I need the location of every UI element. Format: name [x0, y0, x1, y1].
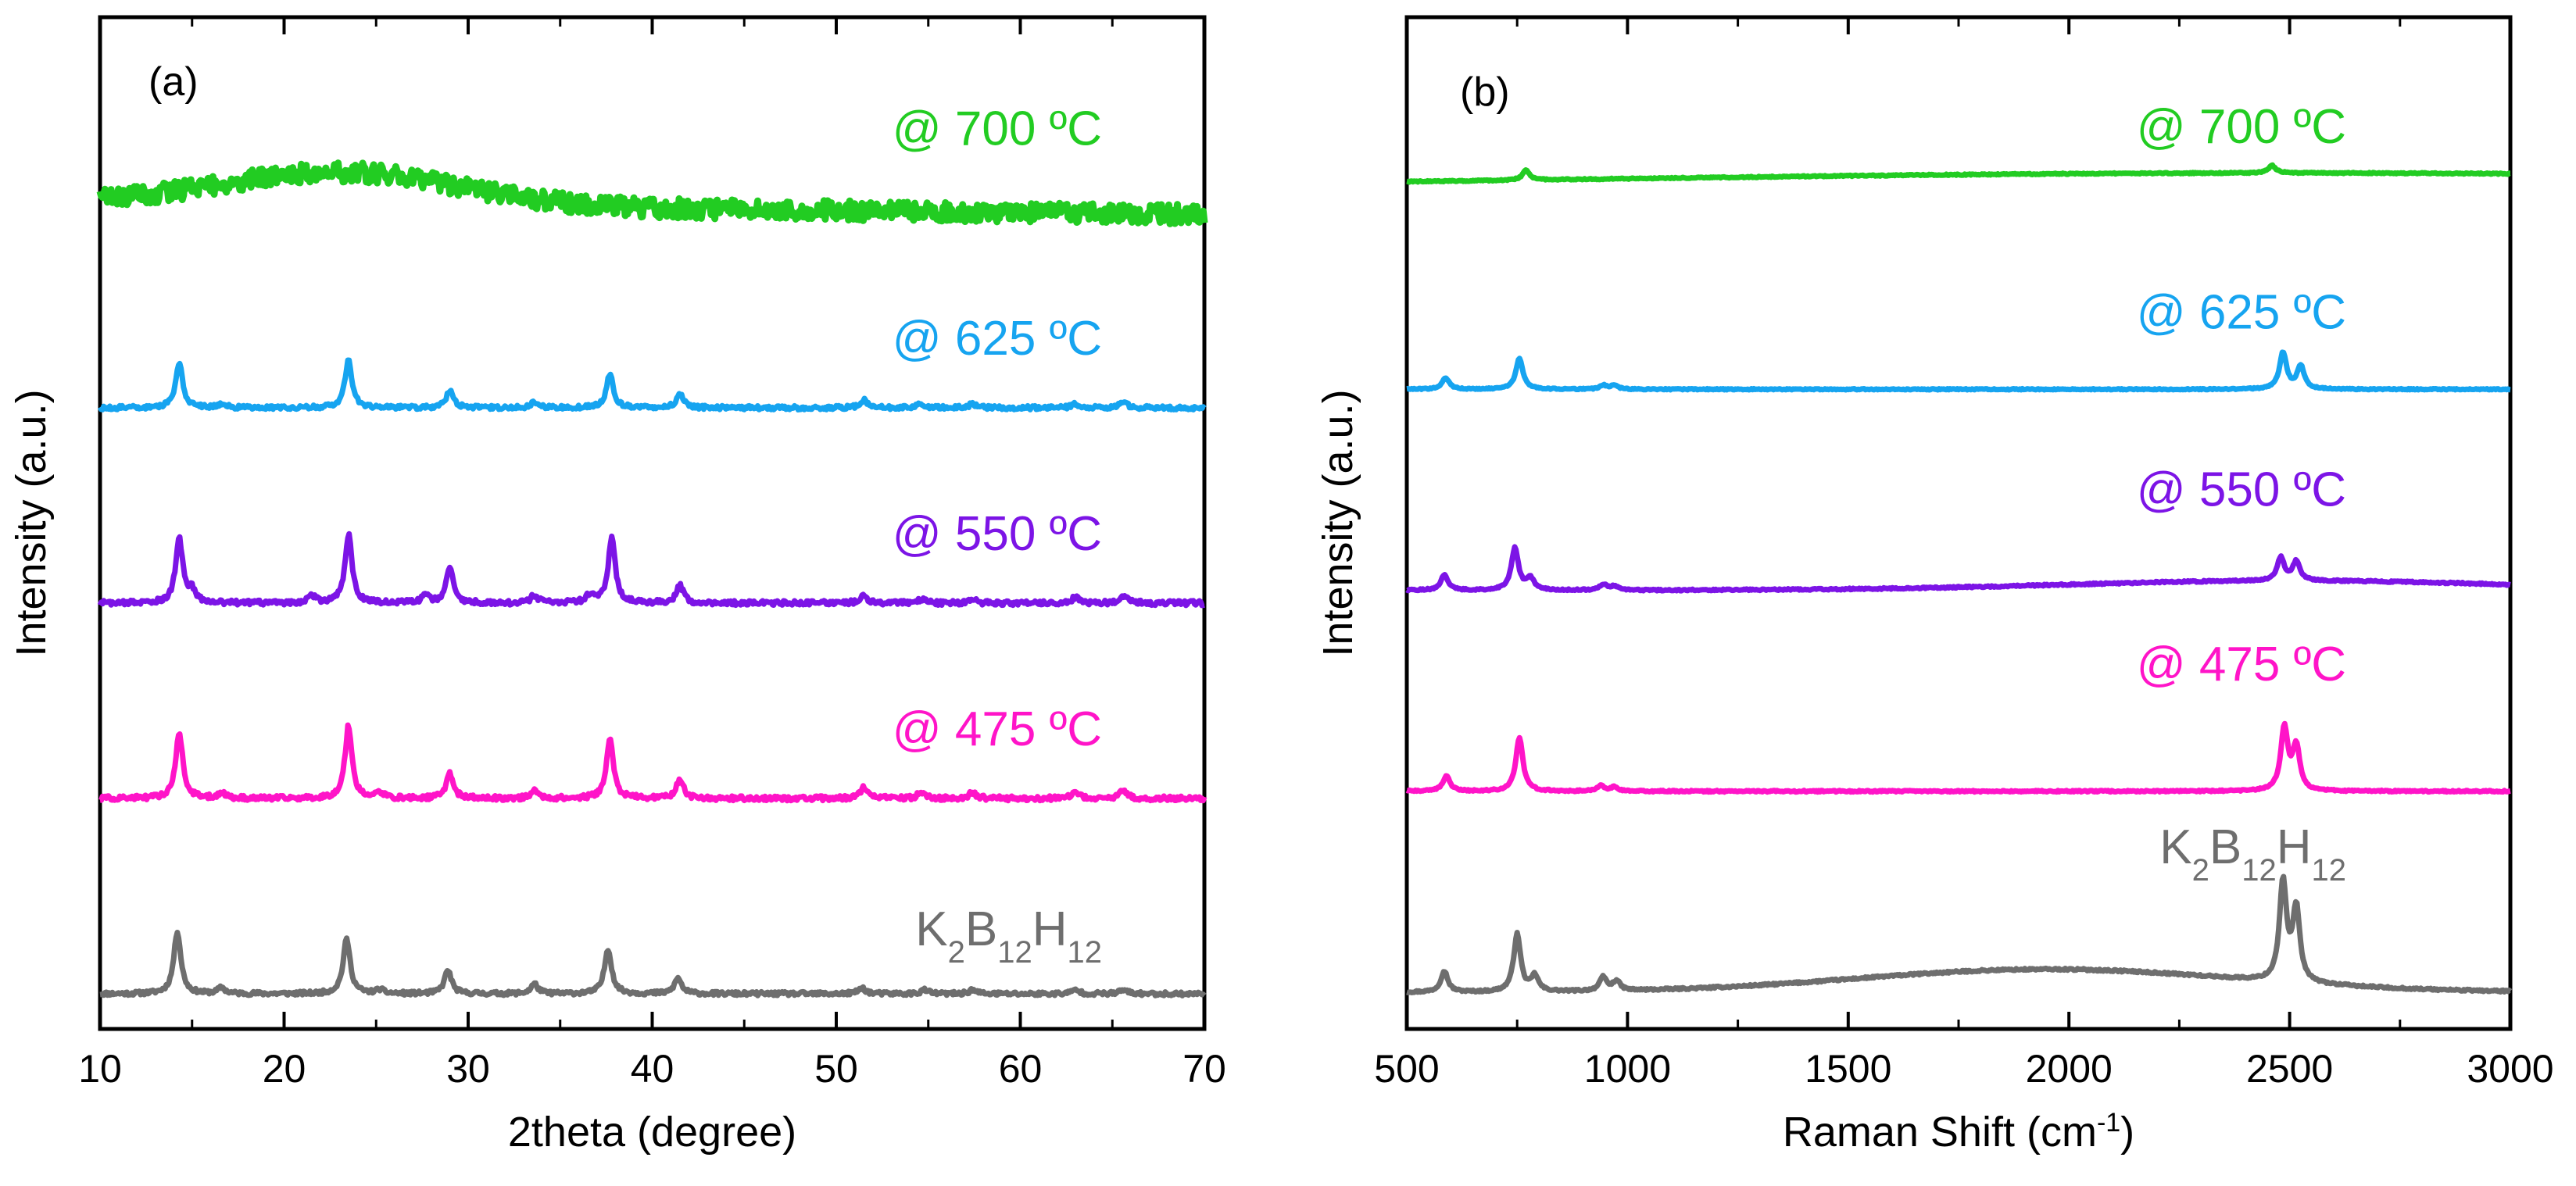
series-label: @ 700 ºC	[893, 102, 1102, 156]
panel-a: 10 20 30 40 50 60 70 2theta (degree) Intensity (…	[8, 15, 1226, 1156]
x-tick-label: 500	[1374, 1047, 1439, 1091]
x-tick-label: 1500	[1805, 1047, 1891, 1091]
panel-tag: (a)	[148, 59, 199, 105]
x-axis-title: 2theta (degree)	[508, 1109, 796, 1156]
series-label: K2B12H12	[915, 902, 1102, 970]
series-line	[97, 530, 1206, 609]
series-line	[1405, 162, 2512, 185]
series-line	[1405, 720, 2512, 795]
x-tick-label: 2000	[2026, 1047, 2113, 1091]
series-label: @ 625 ºC	[2137, 285, 2346, 339]
x-tick-label: 60	[999, 1047, 1043, 1091]
x-tick-label: 10	[78, 1047, 122, 1091]
series-line	[98, 930, 1207, 998]
x-tick-label: 20	[263, 1047, 306, 1091]
x-tick-label: 30	[446, 1047, 490, 1091]
y-axis-title: Intensity (a.u.)	[8, 389, 55, 656]
x-tick-label: 70	[1182, 1047, 1226, 1091]
y-axis-title: Intensity (a.u.)	[1315, 389, 1361, 656]
x-tick-label: 50	[814, 1047, 858, 1091]
panel-tag: (b)	[1460, 70, 1510, 115]
series-label: K2B12H12	[2159, 820, 2346, 888]
series-label: @ 475 ºC	[2137, 638, 2346, 691]
series-line	[1405, 544, 2512, 594]
x-axis-title: Raman Shift (cm-1)	[1783, 1108, 2134, 1156]
x-tick-label: 1000	[1584, 1047, 1671, 1091]
x-tick-label: 40	[631, 1047, 674, 1091]
series-label: @ 550 ºC	[893, 507, 1102, 561]
series-line	[97, 357, 1207, 413]
series-label: @ 700 ºC	[2137, 100, 2346, 154]
panel-b: 500 1000 1500 2000 2500 3000 Raman Shift (cm-1…	[1315, 15, 2554, 1156]
series-label: @ 550 ºC	[2137, 463, 2346, 517]
x-tick-label: 3000	[2467, 1047, 2553, 1091]
series-line	[1405, 873, 2513, 995]
series-label: @ 625 ºC	[893, 312, 1102, 366]
series-line	[98, 722, 1208, 804]
series-line	[96, 159, 1208, 227]
series-line	[1405, 349, 2512, 393]
x-tick-label: 2500	[2246, 1047, 2333, 1091]
series-label: @ 475 ºC	[893, 702, 1102, 756]
